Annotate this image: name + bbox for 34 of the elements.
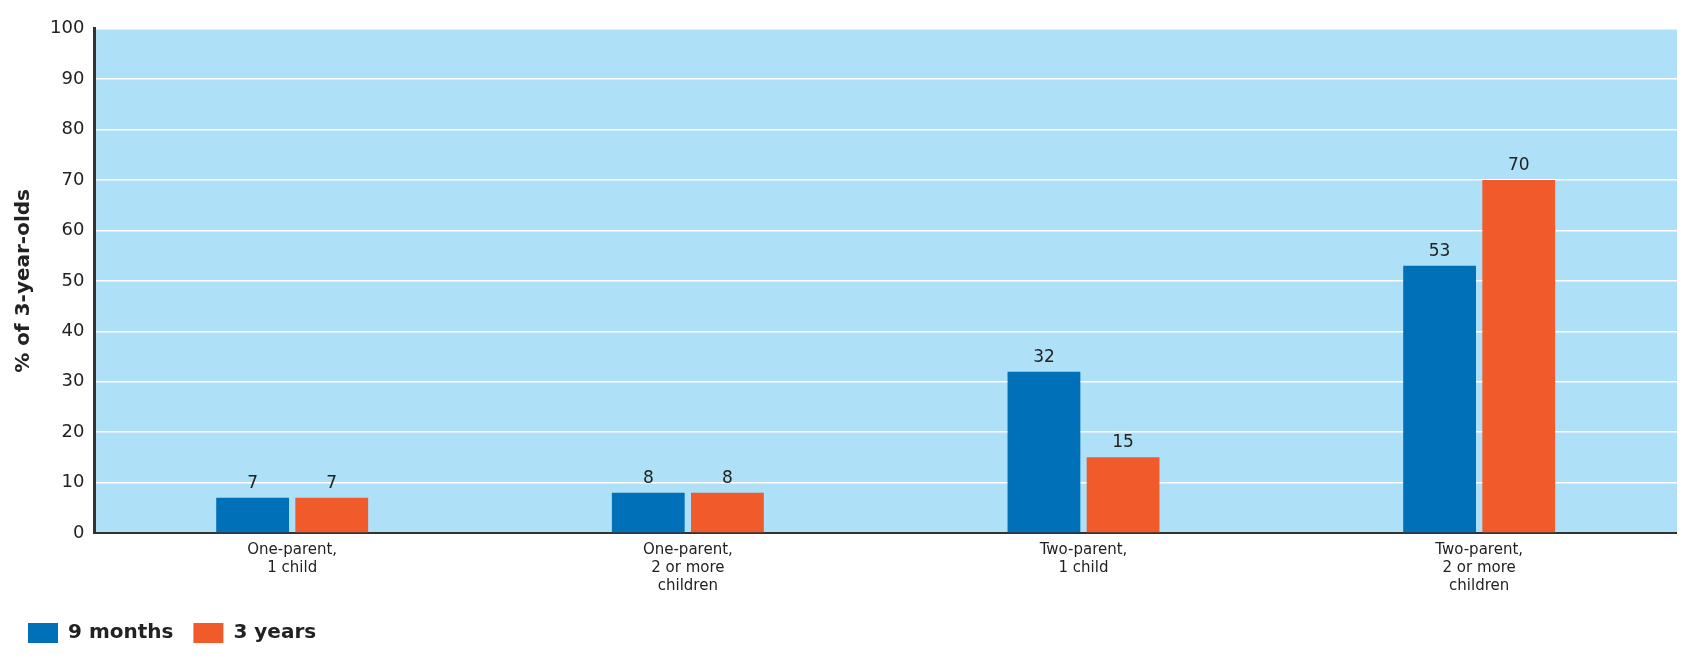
y-tick-label: 50	[61, 268, 85, 290]
bar	[611, 492, 685, 533]
y-tick-label: 40	[61, 318, 85, 340]
bar	[1403, 265, 1476, 533]
bar	[691, 492, 764, 533]
bar	[216, 497, 290, 533]
y-tick-label: 0	[72, 520, 85, 542]
bar	[295, 497, 369, 533]
data-label: 8	[722, 466, 733, 487]
data-label: 7	[326, 471, 338, 492]
y-tick-label: 30	[61, 369, 85, 391]
legend-label: 9 months	[68, 619, 174, 644]
y-tick-label: 20	[61, 419, 85, 441]
data-label: 53	[1428, 239, 1451, 260]
bar	[1086, 457, 1160, 533]
y-axis-title: % of 3-year-olds	[10, 189, 35, 373]
x-tick-label: One-parent, 2 or more children	[642, 539, 733, 594]
data-label: 15	[1112, 431, 1134, 452]
data-label: 32	[1033, 345, 1055, 366]
data-label: 7	[247, 471, 259, 492]
y-tick-label: 90	[61, 66, 85, 88]
y-tick-label: 80	[61, 117, 85, 139]
y-tick-label: 100	[50, 16, 85, 38]
bar	[1007, 371, 1081, 533]
y-tick-label: 70	[61, 167, 85, 189]
y-tick-label: 10	[61, 470, 85, 492]
x-tick-label: One-parent, 1 child	[247, 539, 338, 576]
x-tick-label: Two-parent, 1 child	[1038, 539, 1128, 576]
data-label: 70	[1507, 153, 1530, 174]
legend-label: 3 years	[233, 619, 317, 644]
x-tick-label: Two-parent, 2 or more children	[1434, 539, 1524, 594]
y-tick-label: 60	[61, 218, 85, 240]
data-label: 8	[642, 466, 654, 487]
bar	[1482, 180, 1556, 533]
